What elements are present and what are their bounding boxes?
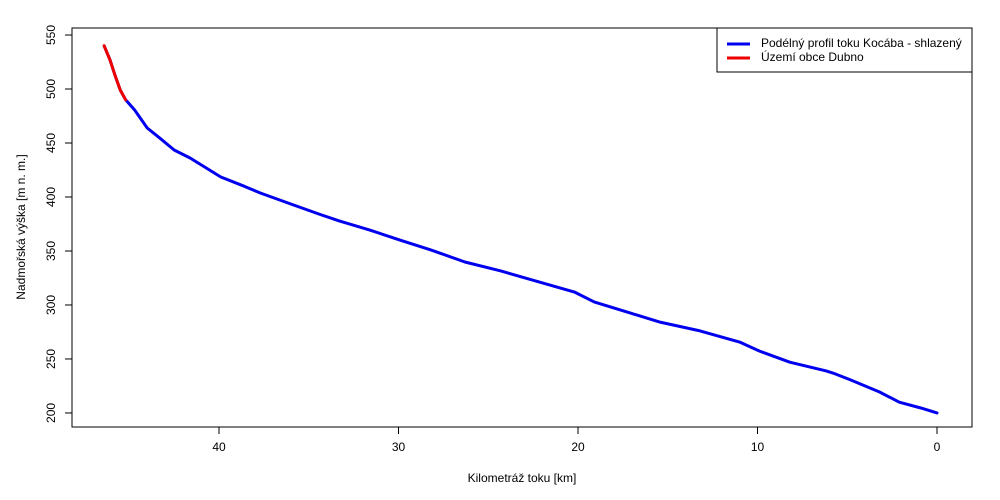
- x-tick-label: 10: [751, 440, 765, 454]
- y-tick-label: 450: [44, 133, 58, 153]
- plot-frame: [71, 27, 973, 428]
- legend-label: Podélný profil toku Kocába - shlazený: [761, 36, 962, 50]
- legend-box: [716, 27, 973, 73]
- y-tick-label: 300: [44, 295, 58, 315]
- y-tick-label: 500: [44, 79, 58, 99]
- series-line: [102, 44, 939, 415]
- x-tick-label: 20: [571, 440, 585, 454]
- x-tick-label: 40: [212, 440, 226, 454]
- x-axis-label: Kilometráž toku [km]: [468, 471, 577, 485]
- x-tick-label: 0: [934, 440, 941, 454]
- y-tick-label: 200: [44, 403, 58, 423]
- y-tick-label: 550: [44, 25, 58, 45]
- y-tick-label: 250: [44, 349, 58, 369]
- y-tick-label: 400: [44, 187, 58, 207]
- series-line: [102, 44, 128, 102]
- legend-label: Území obce Dubno: [761, 49, 864, 64]
- y-axis-label: Nadmořská výška [m n. m.]: [14, 154, 28, 299]
- y-tick-label: 350: [44, 241, 58, 261]
- x-tick-label: 30: [392, 440, 406, 454]
